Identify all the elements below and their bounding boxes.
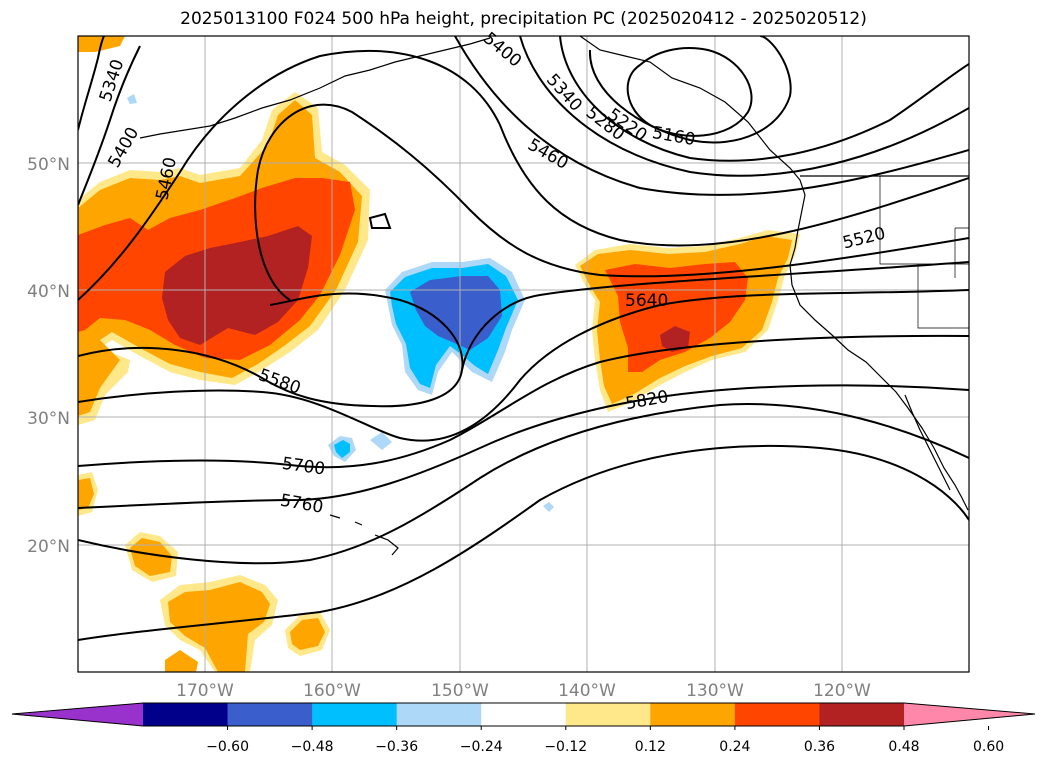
colorbar-segment (396, 703, 482, 726)
colorbar-extend-max (904, 703, 1035, 726)
colorbar-tick-label: 0.48 (888, 739, 919, 755)
lon-label-140: 140°W (558, 681, 616, 701)
colorbar-segment (819, 703, 905, 726)
precip-blob-south-4 (168, 582, 270, 672)
contour-5580 (78, 261, 969, 408)
colorbar-segment (143, 703, 229, 726)
precip-region-east-048 (660, 326, 690, 352)
contour-label-5160: 5160 (651, 123, 697, 150)
contour-5880 (78, 444, 969, 641)
precip-blob-east-2 (78, 478, 94, 510)
coast-aleutians (139, 37, 491, 139)
contour-5340-west (78, 36, 105, 131)
map-title: 2025013100 F024 500 hPa height, precipit… (180, 9, 867, 29)
precip-blob-south-5 (165, 650, 198, 672)
coast-alaska-south (579, 36, 806, 196)
precip-blob-small-neg-3 (370, 432, 392, 450)
contour-label-5700: 5700 (281, 454, 327, 480)
contour-5220 (588, 36, 792, 144)
colorbar-outline (11, 702, 1036, 727)
colorbar: −0.60 −0.48 −0.36 −0.24 −0.12 0.12 0.24 0.36 0.4… (11, 702, 1036, 755)
coast-north-america (789, 194, 969, 511)
map-frame (77, 35, 970, 673)
contour-5520-loop (254, 103, 969, 301)
state-border-3 (954, 227, 969, 278)
colorbar-extend-min (12, 703, 143, 726)
colorbar-tick-label: −0.24 (460, 739, 503, 755)
colorbar-segment (734, 703, 820, 726)
coast-baja (904, 394, 951, 491)
contour-5760 (78, 384, 969, 509)
precip-blob-small-neg-5 (543, 502, 554, 512)
precip-blob-south-2 (130, 538, 172, 576)
contour-5640 (78, 289, 969, 442)
contour-label-5400-e: 5400 (479, 28, 525, 71)
colorbar-segment (481, 703, 567, 726)
lat-label-30: 30°N (27, 409, 70, 429)
colorbar-segment (565, 703, 651, 726)
lat-label-20: 20°N (27, 537, 70, 557)
contour-5400-west (78, 45, 141, 206)
colorbar-tick-label: −0.48 (291, 739, 334, 755)
contour-label-5640: 5640 (625, 291, 668, 311)
lon-label-170: 170°W (176, 681, 234, 701)
coast-island-1 (368, 212, 392, 229)
precipitation-shading (78, 36, 800, 672)
precip-blob-small-neg-2 (334, 440, 350, 458)
colorbar-segment (227, 703, 313, 726)
precip-blob-small-neg-4 (127, 94, 137, 104)
contour-label-5760: 5760 (279, 491, 325, 518)
lon-label-120: 120°W (813, 681, 871, 701)
colorbar-tick-label: −0.36 (375, 739, 418, 755)
colorbar-ticks: −0.60 −0.48 −0.36 −0.24 −0.12 0.12 0.24 0.36 0.4… (206, 726, 1004, 755)
colorbar-tick-label: 0.12 (635, 739, 666, 755)
contour-5460-main (78, 49, 969, 301)
colorbar-tick-label: −0.12 (544, 739, 587, 755)
contour-label-5460-e: 5460 (524, 135, 571, 174)
height-contours (78, 36, 969, 641)
lon-label-150: 150°W (431, 681, 489, 701)
latitude-axis-labels: 50°N 40°N 30°N 20°N (27, 155, 70, 557)
lon-label-130: 130°W (686, 681, 744, 701)
contour-5700 (78, 334, 969, 469)
contour-5160 (626, 46, 753, 137)
contour-5820 (78, 403, 969, 565)
lon-label-160: 160°W (303, 681, 361, 701)
longitude-axis-labels: 170°W 160°W 150°W 140°W 130°W 120°W (176, 681, 871, 701)
precip-blob-south-7 (290, 618, 325, 650)
state-border-2 (917, 264, 969, 329)
contour-5400-east (454, 36, 969, 196)
colorbar-tick-label: 0.36 (804, 739, 835, 755)
colorbar-tick-label: 0.24 (719, 739, 750, 755)
coast-hawaii (329, 514, 399, 556)
colorbar-segments (12, 703, 1035, 726)
coastlines (139, 36, 969, 556)
colorbar-segment (650, 703, 736, 726)
contour-5340-east (519, 36, 969, 177)
colorbar-tick-label: 0.60 (973, 739, 1004, 755)
lat-label-50: 50°N (27, 155, 70, 175)
precip-region-west-060 (162, 226, 312, 345)
contour-label-5400-w: 5400 (104, 124, 143, 171)
contour-5280 (559, 36, 969, 162)
colorbar-segment (312, 703, 398, 726)
colorbar-tick-label: −0.60 (206, 739, 249, 755)
lat-label-40: 40°N (27, 282, 70, 302)
contour-label-5520: 5520 (841, 224, 888, 254)
